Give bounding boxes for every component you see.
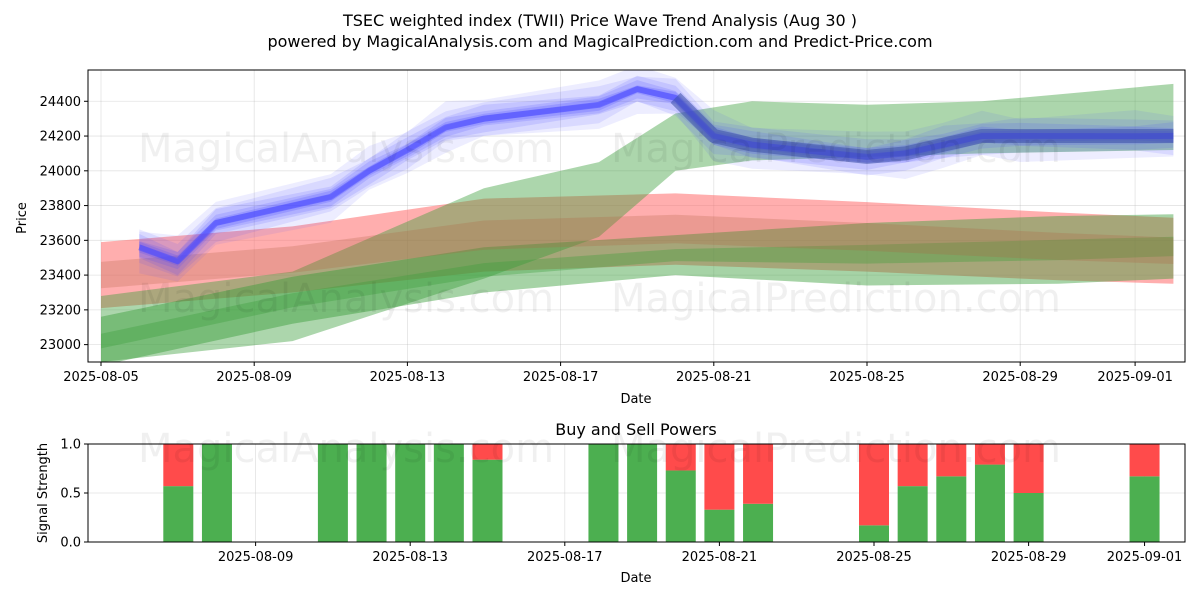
- signal-x-tick-label: 2025-08-13: [372, 550, 448, 565]
- price-x-tick-label: 2025-08-13: [370, 370, 446, 385]
- price-x-axis-label: Date: [620, 392, 651, 407]
- signal-x-tick-label: 2025-09-01: [1107, 550, 1183, 565]
- buy-power-bar: [859, 525, 889, 542]
- price-y-tick-label: 24400: [40, 95, 81, 110]
- sell-power-bar: [704, 444, 735, 510]
- signal-x-axis: 2025-08-09 2025-08-13 2025-08-17 2025-08-21…: [218, 542, 1183, 565]
- sell-power-bar: [859, 444, 889, 526]
- buy-power-bar: [1129, 476, 1160, 542]
- sell-power-bar: [472, 444, 503, 460]
- buy-power-bar: [743, 503, 774, 542]
- sell-power-bar: [1013, 444, 1044, 493]
- price-y-axis-label: Price: [15, 202, 30, 234]
- buy-power-bar: [433, 444, 464, 542]
- green-band-lower: [101, 214, 1174, 362]
- buy-power-bar: [627, 444, 658, 542]
- signal-x-tick-label: 2025-08-09: [218, 550, 294, 565]
- price-wave-overlap: [670, 92, 1174, 164]
- buy-power-bar: [897, 486, 928, 542]
- signal-x-tick-label: 2025-08-21: [682, 550, 758, 565]
- buy-power-bar: [1013, 493, 1044, 542]
- buy-power-bar: [317, 444, 348, 542]
- sell-power-bar: [665, 444, 696, 471]
- signal-y-tick-label: 1.0: [60, 438, 81, 453]
- price-y-tick-label: 23000: [40, 338, 81, 353]
- watermark-text: MagicalPrediction.com: [611, 126, 1061, 172]
- chart-title-line-2: powered by MagicalAnalysis.com and Magic…: [267, 32, 932, 51]
- price-plot-area: [101, 70, 1174, 362]
- price-axes-frame: [87, 69, 1186, 363]
- signal-y-axis: 0.0 0.5 1.0: [60, 438, 88, 551]
- green-band-lower-core: [101, 236, 1174, 349]
- signal-x-axis-label: Date: [620, 571, 651, 586]
- price-y-tick-label: 23800: [40, 199, 81, 214]
- price-x-tick-label: 2025-08-17: [523, 370, 599, 385]
- red-band-core: [101, 214, 1174, 289]
- buy-power-bar: [936, 476, 967, 542]
- signal-x-tick-label: 2025-08-29: [991, 550, 1067, 565]
- price-x-tick-label: 2025-08-29: [982, 370, 1058, 385]
- chart-title-line-1: TSEC weighted index (TWII) Price Wave Tr…: [342, 11, 857, 30]
- buy-power-bar: [588, 444, 619, 542]
- watermark-text: MagicalAnalysis.com: [138, 426, 554, 472]
- signal-panel-title: Buy and Sell Powers: [555, 420, 717, 439]
- price-y-tick-label: 23600: [40, 234, 81, 249]
- price-panel: 2025-08-05 2025-08-09 2025-08-13 2025-08-17…: [15, 69, 1186, 407]
- signal-y-tick-label: 0.5: [60, 487, 81, 502]
- price-x-tick-label: 2025-09-01: [1097, 370, 1173, 385]
- price-y-tick-label: 23200: [40, 303, 81, 318]
- signal-plot-area: [163, 444, 1160, 542]
- price-x-axis: 2025-08-05 2025-08-09 2025-08-13 2025-08-17…: [63, 362, 1173, 385]
- watermark-text: MagicalAnalysis.com: [138, 126, 554, 172]
- watermark-text: MagicalPrediction.com: [611, 426, 1061, 472]
- buy-power-bar: [472, 459, 503, 542]
- sell-power-bar: [1129, 444, 1160, 477]
- sell-power-bar: [743, 444, 774, 504]
- price-wave-envelope: [139, 76, 1174, 277]
- watermark-text: MagicalPrediction.com: [611, 276, 1061, 322]
- red-band: [101, 193, 1174, 309]
- sell-power-bar: [974, 444, 1005, 465]
- buy-power-bar: [974, 464, 1005, 542]
- price-wave-envelope: [139, 75, 1174, 276]
- signal-panel: Buy and Sell Powers 2025-08-09 2025-08-13…: [36, 420, 1186, 586]
- price-wave-envelope: [139, 70, 1174, 282]
- sell-power-bar: [936, 444, 967, 477]
- price-x-tick-label: 2025-08-09: [216, 370, 292, 385]
- price-x-tick-label: 2025-08-25: [829, 370, 905, 385]
- price-y-tick-label: 23400: [40, 269, 81, 284]
- buy-power-bar: [356, 444, 387, 542]
- sell-power-bar: [163, 444, 194, 487]
- buy-power-bar: [395, 444, 426, 542]
- buy-power-bar: [665, 470, 696, 542]
- price-y-axis: 23000 23200 23400 23600 23800 24000 24200 24400: [40, 95, 88, 353]
- buy-power-bar: [201, 444, 232, 542]
- watermark-text: MagicalAnalysis.com: [138, 276, 554, 322]
- signal-x-tick-label: 2025-08-25: [836, 550, 912, 565]
- price-x-tick-label: 2025-08-21: [676, 370, 752, 385]
- price-y-tick-label: 24200: [40, 130, 81, 145]
- signal-y-axis-label: Signal Strength: [36, 443, 51, 543]
- signal-x-tick-label: 2025-08-17: [527, 550, 603, 565]
- price-y-tick-label: 24000: [40, 164, 81, 179]
- buy-power-bar: [704, 509, 735, 542]
- price-x-tick-label: 2025-08-05: [63, 370, 139, 385]
- signal-y-tick-label: 0.0: [60, 536, 81, 551]
- sell-power-bar: [897, 444, 928, 487]
- watermarks: MagicalAnalysis.com MagicalPrediction.com…: [138, 126, 1061, 472]
- buy-power-bar: [163, 486, 194, 542]
